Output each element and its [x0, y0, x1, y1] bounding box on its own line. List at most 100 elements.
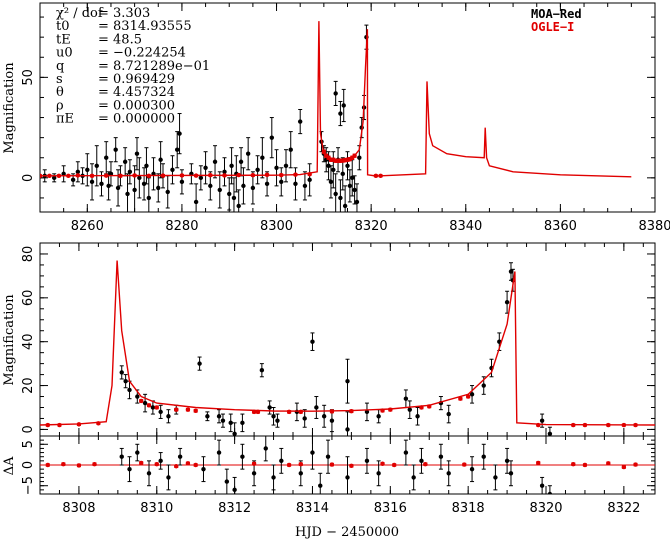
moa-point	[321, 414, 327, 419]
moa-point	[364, 409, 370, 415]
moa-point	[329, 418, 335, 423]
y-tick-label: 0	[21, 461, 36, 469]
x-tick-label: 8314	[296, 501, 329, 516]
param-symbol: πE	[56, 112, 74, 127]
moa-point	[125, 191, 130, 197]
x-tick-label: 8320	[529, 501, 562, 516]
ogle-point	[465, 394, 471, 399]
plot-area	[40, 260, 655, 436]
moa-point	[345, 475, 350, 480]
moa-point	[288, 147, 293, 152]
ogle-point	[185, 407, 191, 412]
param-symbol: u0	[56, 46, 73, 61]
moa-point	[338, 111, 343, 116]
moa-point	[51, 175, 57, 181]
y-tick-label: −5	[21, 476, 36, 495]
ogle-point	[423, 461, 428, 467]
param-symbol: tE	[56, 32, 71, 47]
x-tick-label: 8322	[607, 501, 640, 516]
param-value: = 8314.93555	[98, 19, 192, 34]
moa-point	[267, 405, 272, 410]
x-tick-label: 8316	[374, 501, 407, 516]
ogle-point	[380, 461, 385, 466]
moa-point	[508, 471, 514, 476]
moa-point	[419, 458, 424, 464]
param-value: = 3.303	[98, 6, 150, 21]
x-tick-label: 8320	[355, 219, 388, 234]
x-tick-label: 8310	[140, 501, 173, 516]
moa-point	[325, 454, 331, 459]
moa-point	[89, 179, 95, 185]
ogle-point	[329, 462, 335, 467]
x-tick-label: 8360	[544, 219, 577, 234]
param-symbol: θ	[56, 85, 64, 100]
y-tick-label: 20	[21, 377, 36, 394]
moa-point	[224, 479, 230, 484]
moa-point	[150, 405, 156, 410]
moa-point	[240, 454, 245, 459]
x-axis-label: HJD − 2450000	[295, 525, 399, 540]
fit-parameters: χ² / dof= 3.303 t0 = 8314.93555 tE = 48.5 u0 =…	[56, 6, 210, 127]
moa-point	[338, 195, 343, 201]
moa-point	[264, 181, 270, 187]
param-symbol: χ² / dof	[56, 6, 104, 21]
moa-point	[137, 175, 142, 181]
moa-point	[61, 171, 66, 177]
x-tick-label: 8340	[449, 219, 482, 234]
ogle-point	[392, 462, 397, 468]
moa-point	[504, 458, 510, 464]
ogle-point	[139, 460, 144, 466]
moa-point	[508, 269, 514, 274]
moa-point	[415, 414, 420, 419]
moa-point	[263, 446, 268, 451]
moa-point	[283, 163, 289, 168]
moa-point	[228, 420, 233, 426]
moa-point	[177, 131, 182, 136]
moa-point	[75, 169, 81, 175]
moa-point	[217, 187, 222, 193]
moa-point	[314, 405, 319, 410]
legend-ogle: OGLE−I	[531, 20, 574, 34]
ogle-point	[185, 461, 191, 466]
param-value: = 48.5	[98, 32, 142, 47]
x-tick-label: 8380	[638, 219, 670, 234]
ogle-point	[251, 461, 257, 466]
moa-point	[318, 483, 323, 488]
moa-point	[174, 147, 180, 152]
moa-point	[275, 418, 280, 423]
ogle-point	[154, 461, 159, 467]
moa-point	[504, 300, 510, 305]
param-symbol: s	[56, 72, 63, 87]
moa-point	[352, 187, 357, 193]
moa-point	[331, 167, 336, 172]
y-tick-label: 0	[21, 425, 36, 433]
ogle-point	[298, 461, 303, 467]
legend: MOA−Red OGLE−I	[531, 7, 582, 34]
moa-point	[236, 203, 241, 209]
ogle-point	[621, 464, 627, 470]
moa-point	[271, 414, 276, 419]
moa-point	[212, 159, 218, 164]
moa-point	[205, 414, 210, 419]
moa-point	[115, 185, 121, 191]
moa-point	[376, 414, 381, 419]
moa-point	[135, 450, 140, 455]
moa-point	[127, 169, 133, 175]
ogle-point	[76, 463, 82, 468]
moa-point	[146, 195, 152, 201]
moa-point	[146, 471, 152, 476]
ogle-point	[45, 462, 50, 468]
ogle-point	[582, 462, 588, 468]
moa-point	[403, 450, 409, 455]
moa-point	[341, 103, 346, 108]
moa-point	[166, 475, 171, 480]
moa-point	[310, 450, 315, 455]
moa-point	[446, 471, 451, 476]
moa-point	[197, 361, 202, 366]
moa-point	[274, 165, 279, 170]
moa-point	[350, 175, 355, 181]
moa-point	[357, 155, 362, 160]
moa-point	[201, 466, 206, 472]
moa-point	[241, 183, 246, 189]
